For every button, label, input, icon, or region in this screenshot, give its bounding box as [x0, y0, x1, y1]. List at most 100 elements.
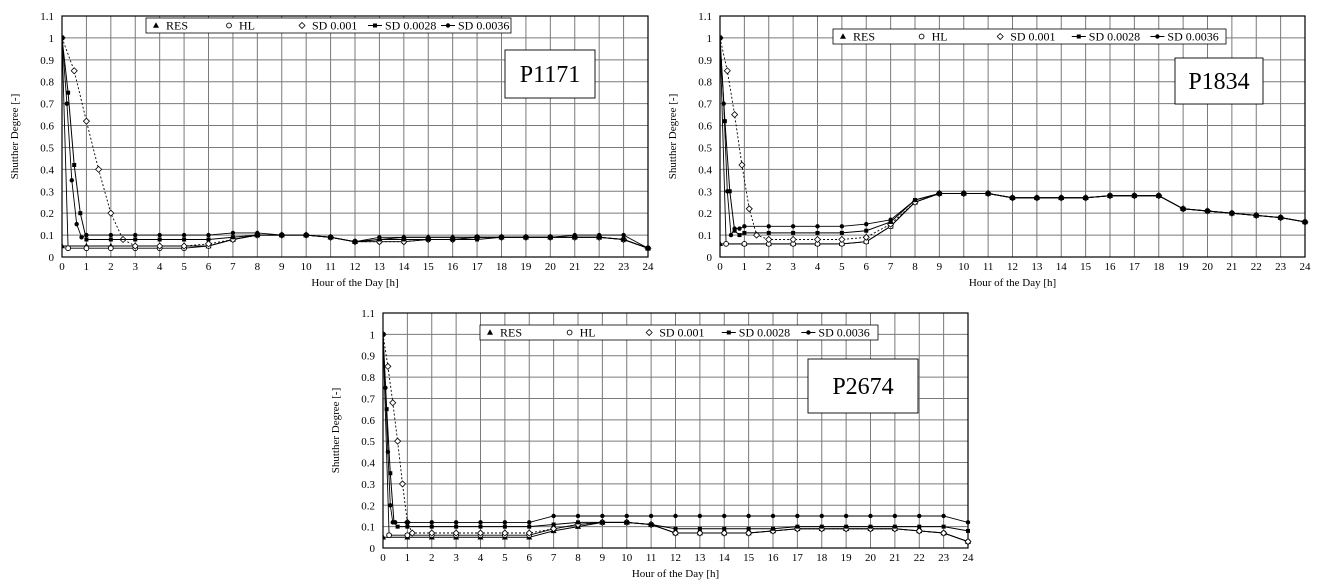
- data-point: [721, 101, 726, 106]
- y-tick-label: 0.4: [40, 164, 54, 176]
- legend-label: HL: [580, 326, 596, 340]
- y-tick-label: 0.5: [698, 142, 712, 154]
- x-tick-label: 8: [575, 552, 581, 564]
- x-tick-label: 20: [1202, 261, 1214, 273]
- data-point: [940, 529, 948, 537]
- legend-entry: HL: [918, 30, 948, 44]
- x-tick-label: 6: [206, 261, 212, 273]
- data-point: [429, 524, 434, 529]
- legend-marker: [996, 32, 1004, 41]
- data-point: [892, 524, 897, 529]
- data-point: [722, 526, 727, 531]
- x-tick-label: 21: [569, 261, 580, 273]
- data-point: [737, 226, 742, 231]
- data-point: [478, 524, 483, 529]
- data-point: [868, 524, 873, 529]
- data-point: [839, 230, 844, 235]
- legend-label: HL: [239, 19, 255, 33]
- x-tick-label: 22: [914, 552, 925, 564]
- data-point: [1010, 195, 1015, 201]
- data-point: [864, 221, 869, 227]
- data-point: [450, 235, 455, 240]
- legend-entry: HL: [566, 326, 596, 340]
- legend-marker: [726, 330, 731, 335]
- y-axis-label: Shutther Degree [-]: [330, 388, 342, 474]
- data-point: [746, 513, 751, 519]
- x-tick-label: 22: [1251, 261, 1262, 273]
- data-point: [697, 526, 702, 531]
- data-point: [844, 524, 849, 529]
- data-point: [624, 520, 629, 525]
- data-point: [912, 197, 918, 203]
- x-tick-label: 16: [447, 261, 459, 273]
- panel-label-box: [504, 49, 596, 99]
- y-tick-label: 0: [370, 543, 376, 555]
- data-point: [78, 211, 83, 216]
- x-tick-label: 5: [839, 261, 845, 273]
- x-tick-label: 4: [815, 261, 821, 273]
- y-tick-label: 1: [707, 33, 713, 45]
- data-point: [741, 241, 748, 247]
- x-tick-label: 17: [1129, 261, 1141, 273]
- y-tick-label: 0.6: [361, 415, 375, 427]
- data-point: [131, 242, 139, 250]
- panel-label-box: [807, 358, 919, 414]
- y-tick-label: 0.2: [698, 208, 712, 220]
- data-point: [624, 513, 629, 519]
- data-point: [839, 224, 845, 229]
- legend-box: [832, 28, 1227, 45]
- data-point: [230, 230, 236, 236]
- data-point: [621, 232, 626, 238]
- data-point: [385, 449, 391, 455]
- data-point: [728, 232, 734, 238]
- data-point: [596, 232, 602, 238]
- data-point: [404, 532, 411, 539]
- data-point: [738, 161, 746, 169]
- data-point: [181, 232, 187, 238]
- x-tick-label: 23: [618, 261, 630, 273]
- legend-box: [479, 324, 879, 341]
- data-point: [737, 233, 742, 238]
- x-tick-label: 21: [889, 552, 900, 564]
- data-point: [386, 532, 392, 539]
- x-tick-label: 6: [864, 261, 870, 273]
- x-tick-label: 10: [958, 261, 970, 273]
- y-tick-label: 1: [370, 329, 376, 341]
- x-tick-label: 21: [1226, 261, 1237, 273]
- data-point: [206, 237, 211, 242]
- data-point: [917, 513, 922, 519]
- legend-marker: [806, 330, 811, 335]
- x-axis-label: Hour of the Day [h]: [311, 277, 398, 289]
- data-point: [697, 513, 703, 519]
- data-point: [742, 230, 747, 235]
- data-point: [727, 189, 732, 194]
- y-tick-label: 0.6: [698, 121, 712, 133]
- y-tick-label: 0.4: [361, 458, 375, 470]
- data-point: [723, 67, 731, 75]
- data-point: [770, 513, 776, 519]
- legend-marker: [445, 23, 451, 28]
- series-sd-0-0036: [720, 35, 1308, 238]
- x-tick-label: 18: [1153, 261, 1165, 273]
- data-point: [279, 232, 284, 238]
- data-point: [720, 35, 723, 41]
- y-tick-label: 0.7: [698, 99, 712, 111]
- data-point: [766, 224, 771, 229]
- legend-label: SD 0.001: [1010, 30, 1055, 44]
- data-point: [795, 513, 800, 519]
- data-point: [600, 513, 605, 519]
- x-tick-label: 18: [816, 552, 828, 564]
- panel-label: P1171: [504, 49, 596, 99]
- legend-entry: HL: [226, 19, 255, 33]
- data-point: [108, 237, 113, 242]
- x-tick-label: 23: [938, 552, 950, 564]
- data-point: [937, 191, 942, 196]
- x-tick-label: 13: [1031, 261, 1043, 273]
- data-point: [394, 437, 402, 445]
- data-point: [408, 529, 416, 537]
- legend-entry: RES: [153, 19, 188, 33]
- series-sd-0-0028: [383, 332, 970, 533]
- data-point: [720, 240, 723, 247]
- data-point: [813, 235, 822, 244]
- data-point: [1034, 195, 1040, 201]
